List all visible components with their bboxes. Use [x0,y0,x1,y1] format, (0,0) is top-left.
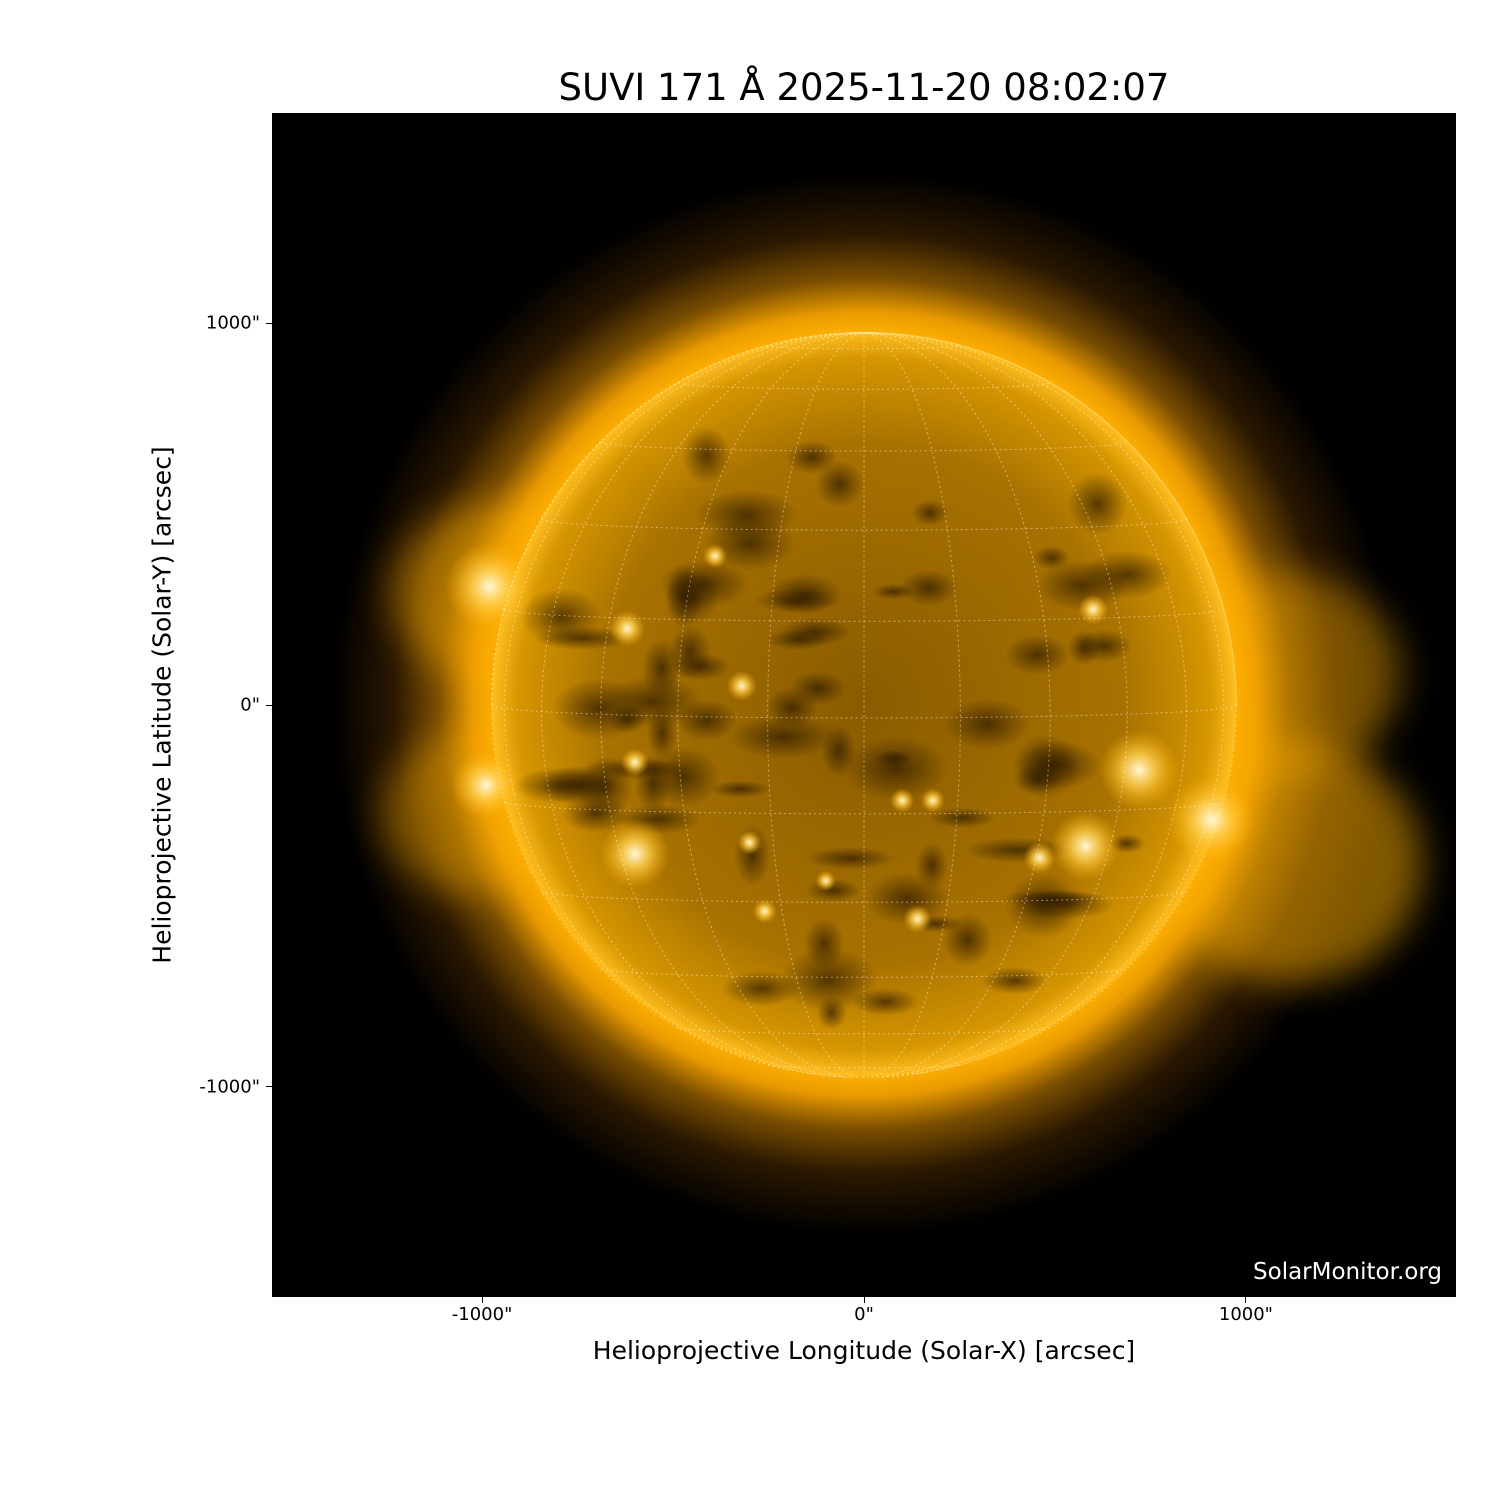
y-axis-label: Helioprojective Latitude (Solar-Y) [arcs… [147,446,177,964]
bright-region [752,899,777,924]
grid-line [863,332,1225,1075]
dark-region [843,736,949,801]
grid-line [826,332,865,335]
solar-image-axes: SolarMonitor.org [272,113,1456,1297]
y-tick-label: 0" [240,694,260,716]
dark-region [779,947,878,1013]
bright-region [726,670,757,701]
bright-region [599,818,670,889]
grid-line [863,332,1188,1078]
x-tick-mark [863,1297,865,1303]
bright-region [1023,841,1056,874]
dark-region [1004,634,1070,676]
x-tick-mark [1245,1297,1247,1303]
grid-line [768,1064,960,1069]
dark-region [815,460,864,509]
y-tick-mark [266,1086,272,1088]
heliographic-grid [491,332,1237,1078]
bright-region [903,904,932,933]
watermark: SolarMonitor.org [1253,1259,1442,1285]
dark-region [766,628,829,651]
dark-region [915,842,949,889]
x-tick-mark [481,1297,483,1303]
dark-region [805,847,896,870]
plot-title: SUVI 171 Å 2025-11-20 08:02:07 [558,66,1170,109]
grid-line [503,608,1225,622]
grid-line [678,1027,1050,1035]
x-tick-label: 1000" [1218,1304,1273,1325]
dark-region [675,699,738,741]
bright-region [920,788,945,813]
solar-image [304,144,1424,1264]
grid-line [600,441,1128,452]
bright-region [890,788,915,813]
dark-region [943,913,992,967]
y-tick-mark [266,322,272,324]
bright-region [1078,594,1109,625]
grid-line [540,332,865,1078]
x-tick-label: -1000" [451,1304,513,1325]
grid-line [677,332,865,1078]
dark-region [512,767,614,804]
dark-region [816,995,847,1030]
dark-region [875,749,913,767]
grid-line [504,801,1224,815]
dark-region [682,426,731,485]
dark-region [981,966,1048,995]
x-axis-label: Helioprojective Longitude (Solar-X) [arc… [592,1336,1136,1365]
dark-region [943,698,1031,750]
bright-region [1166,774,1257,865]
dark-region [722,970,801,1007]
y-tick-label: -1000" [199,1076,260,1098]
grid-line [677,382,1051,390]
x-tick-label: 0" [854,1304,874,1325]
bright-region [450,750,521,821]
dark-region [729,715,838,759]
y-tick-mark [266,704,272,706]
dark-region [1035,559,1130,612]
grid-line [601,968,1127,978]
bright-region [703,544,728,569]
dark-region [664,564,703,630]
grid-line [766,344,962,350]
dark-region [821,724,856,778]
dark-region [899,569,958,607]
bright-region [620,748,649,777]
dark-region [521,588,603,646]
active-regions [444,426,1257,1030]
dark-region [1075,629,1133,663]
grid-line [863,332,902,335]
bright-region [609,610,646,647]
grid-line [863,332,961,1078]
bright-region [1098,729,1179,810]
grid-line [600,332,865,1078]
bright-region [737,830,762,855]
dark-region [1004,873,1082,939]
grid-line [491,704,1237,719]
dark-region [803,918,845,970]
dark-region [929,807,996,829]
dark-region [1067,472,1128,536]
dark-region [911,499,949,527]
dark-region [1012,733,1080,800]
dark-region [709,780,771,798]
grid-line [863,332,1128,1078]
bright-region [444,541,535,632]
dark-region [672,652,731,681]
y-tick-label: 1000" [205,312,260,334]
grid-line [503,332,865,1075]
grid-line [767,332,865,1078]
solar-limb [491,332,1237,1078]
grid-line [863,332,1051,1078]
bright-region [1050,811,1121,882]
dark-region [704,515,795,571]
dark-region [754,588,839,613]
bright-region [815,870,836,891]
